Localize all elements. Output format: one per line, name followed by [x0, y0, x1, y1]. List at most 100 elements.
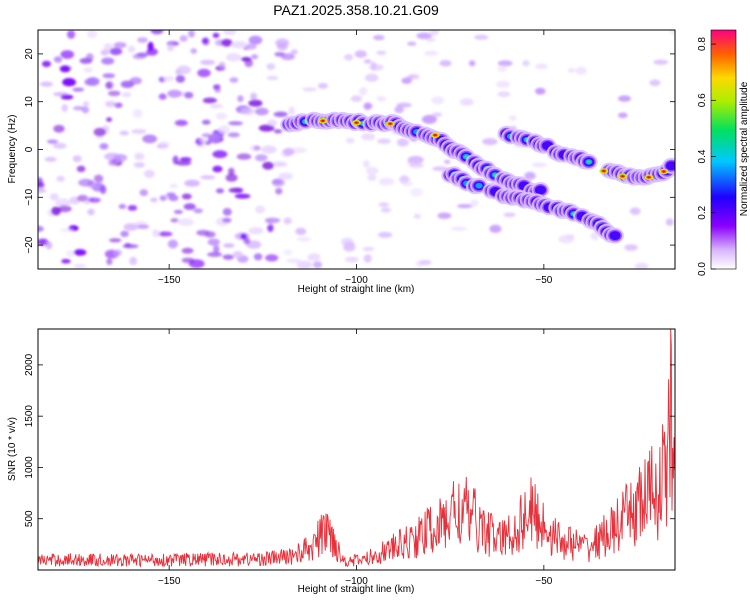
heatmap-noise-blob	[431, 96, 445, 105]
heatmap-noise-blob	[159, 195, 167, 202]
heatmap-noise-blob	[402, 181, 413, 187]
heatmap-noise-blob	[105, 100, 116, 108]
heatmap-noise-blob	[152, 229, 159, 238]
heatmap-noise-blob	[234, 193, 251, 199]
heatmap-noise-blob	[262, 161, 274, 170]
colorbar-frame	[710, 29, 737, 270]
heatmap-noise-blob	[93, 174, 104, 183]
heatmap-noise-blob	[222, 254, 234, 260]
heatmap-noise-blob	[218, 125, 230, 134]
heatmap-noise-blob	[396, 138, 409, 147]
heatmap-noise-blob	[73, 263, 87, 269]
heatmap-noise-blob	[264, 217, 281, 224]
heatmap-noise-blob	[244, 43, 257, 50]
heatmap-noise-blob	[85, 53, 94, 62]
heatmap-noise-blob	[240, 107, 255, 116]
heatmap-noise-blob	[212, 165, 223, 173]
heatmap-noise-blob	[669, 30, 675, 35]
colorbar-label: Normalized spectral amplitude	[739, 81, 750, 216]
heatmap-y-ticks: −20 −10 0 10 20	[24, 48, 675, 254]
heatmap-noise-blob	[271, 178, 285, 187]
heatmap-noise-blob	[378, 202, 390, 207]
heatmap-noise-blob	[474, 34, 489, 40]
heatmap-noise-blob	[55, 198, 71, 207]
heatmap-ridge-cell	[475, 182, 483, 189]
heatmap-noise-blob	[531, 162, 547, 168]
heatmap-hotspot	[621, 175, 624, 178]
heatmap-noise-blob	[429, 30, 439, 36]
heatmap-noise-blob	[243, 237, 251, 245]
heatmap-noise-blob	[59, 65, 71, 73]
colorbar-ticks: 0.0 0.2 0.4 0.6 0.8	[697, 37, 716, 276]
heatmap-noise-blob	[78, 178, 94, 187]
heatmap-noise-blob	[416, 32, 432, 40]
heatmap-noise-blob	[367, 174, 377, 181]
heatmap-noise-blob	[44, 156, 57, 162]
heatmap-noise-blob	[212, 32, 220, 39]
heatmap-noise-blob	[83, 67, 93, 73]
heatmap-noise-blob	[273, 129, 283, 134]
heatmap-noise-blob	[56, 175, 65, 182]
heatmap-x-ticks: −150 −100 −50	[158, 30, 553, 286]
heatmap-noise-blob	[179, 35, 188, 42]
heatmap-noise-blob	[53, 56, 63, 63]
heatmap-noise-blob	[345, 137, 355, 144]
heatmap-noise-blob	[99, 143, 109, 150]
heatmap-noise-blob	[240, 233, 248, 240]
heatmap-noise-blob	[120, 230, 129, 238]
snr-x-ticks: −150 −100 −50	[158, 329, 553, 587]
heatmap-noise-blob	[143, 169, 155, 178]
heatmap-noise-blob	[649, 79, 661, 87]
heatmap-noise-blob	[629, 207, 641, 215]
heatmap-noise-blob	[344, 240, 356, 249]
heatmap-noise-blob	[201, 37, 209, 45]
heatmap-noise-blob	[407, 41, 417, 46]
heatmap-noise-blob	[222, 217, 232, 223]
heatmap-y-tick-label: −10	[24, 188, 35, 205]
heatmap-noise-blob	[225, 173, 238, 182]
heatmap-noise-blob	[168, 195, 179, 202]
heatmap-noise-blob	[61, 258, 71, 264]
heatmap-noise-blob	[173, 209, 183, 214]
heatmap-noise-blob	[59, 228, 74, 232]
heatmap-noise-blob	[380, 207, 391, 213]
heatmap-noise-blob	[38, 188, 47, 193]
heatmap-noise-blob	[106, 257, 113, 266]
heatmap-noise-blob	[267, 223, 274, 233]
heatmap-noise-blob	[158, 76, 166, 83]
heatmap-noise-blob	[624, 244, 638, 251]
heatmap-x-axis-label: Height of straight line (km)	[298, 284, 415, 295]
heatmap-noise-blob	[376, 50, 387, 55]
heatmap-noise-blob	[181, 247, 194, 254]
heatmap-noise-blob	[410, 187, 423, 197]
heatmap-noise-blob	[248, 35, 263, 45]
heatmap-noise-blob	[93, 127, 106, 137]
heatmap-noise-blob	[377, 138, 391, 144]
snr-y-axis-label: SNR (10 * v/v)	[7, 417, 18, 481]
heatmap-noise-blob	[215, 112, 227, 120]
heatmap-noise-blob	[158, 141, 170, 149]
heatmap-noise-blob	[164, 75, 175, 82]
heatmap-hotspot	[602, 170, 606, 172]
heatmap-noise-blob	[86, 77, 100, 86]
heatmap-noise-blob	[457, 204, 473, 209]
heatmap-noise-blob	[67, 30, 76, 39]
heatmap-noise-blob	[274, 51, 286, 57]
heatmap-noise-blob	[108, 90, 121, 97]
heatmap-hotspot	[321, 119, 325, 122]
heatmap-ridges	[280, 111, 675, 244]
heatmap-noise-blob	[72, 87, 85, 92]
heatmap-noise-blob	[188, 30, 195, 38]
heatmap-noise-blob	[421, 114, 437, 124]
heatmap-noise-blob	[406, 160, 422, 165]
heatmap-noise-blob	[184, 179, 201, 187]
heatmap-noise-blob	[66, 249, 75, 258]
heatmap-noise-blob	[363, 160, 370, 168]
heatmap-noise-blob	[72, 155, 82, 163]
heatmap-noise-blob	[617, 112, 628, 119]
heatmap-noise-blob	[275, 187, 283, 195]
heatmap-noise-blob	[73, 249, 87, 256]
heatmap-noise-blob	[267, 119, 278, 127]
heatmap-noise-blob	[46, 139, 59, 144]
heatmap-noise-blob	[207, 252, 223, 257]
